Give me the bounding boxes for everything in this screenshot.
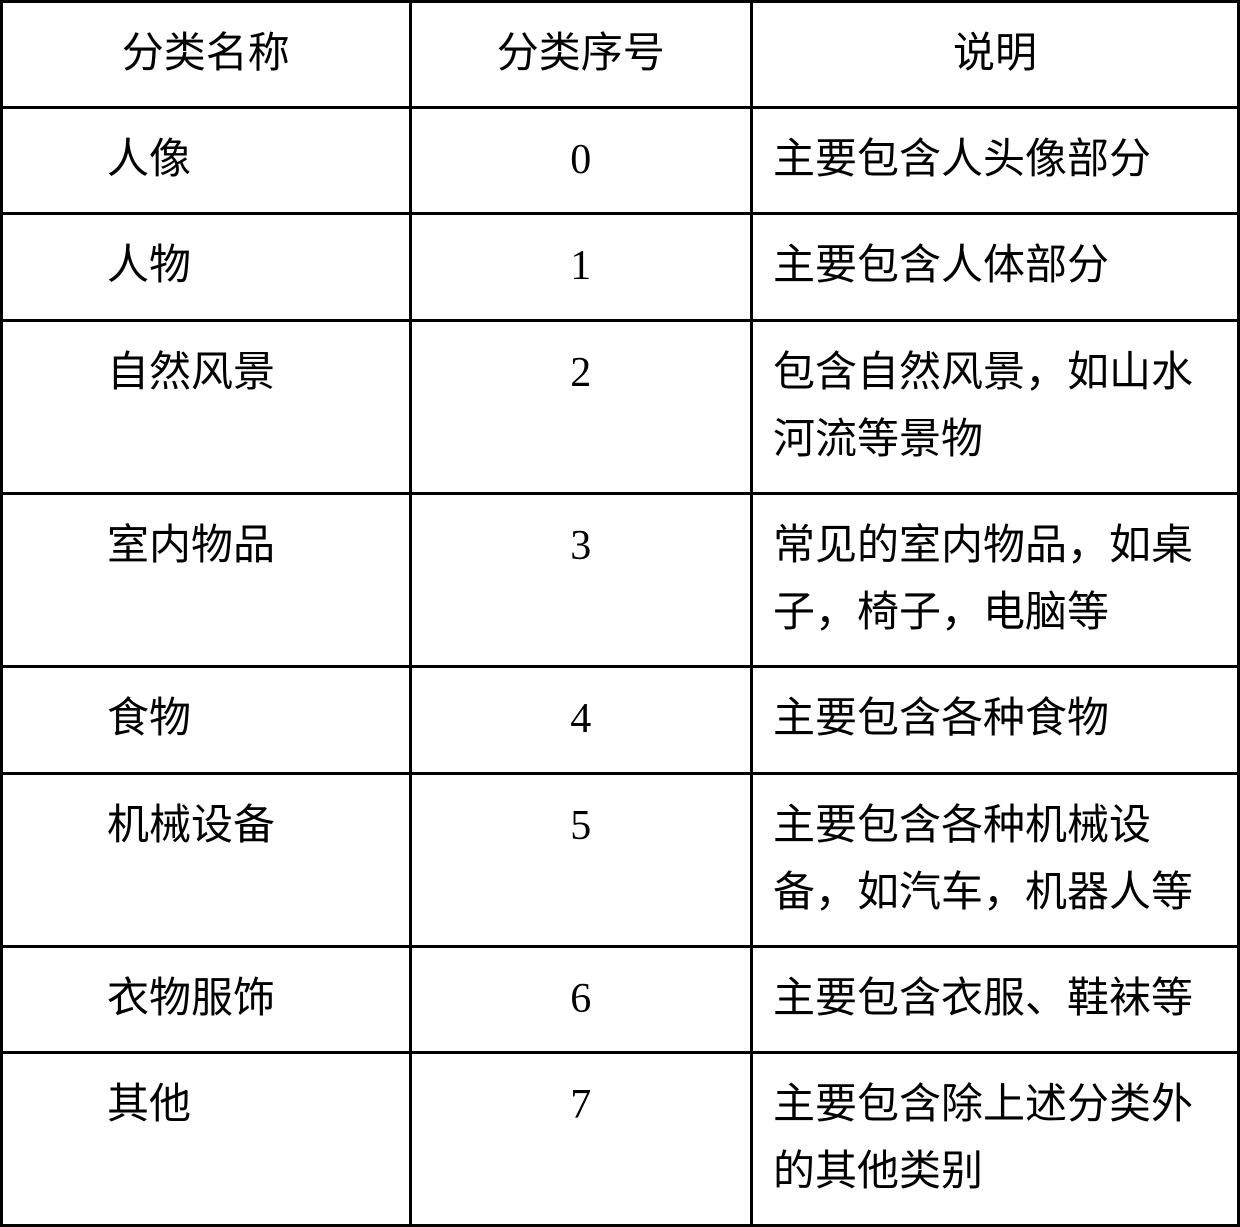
cell-category-name: 食物 xyxy=(2,667,411,773)
table-row: 食物 4 主要包含各种食物 xyxy=(2,667,1239,773)
header-category-name: 分类名称 xyxy=(2,2,411,108)
cell-description: 主要包含衣服、鞋袜等 xyxy=(751,946,1238,1052)
cell-category-name: 其他 xyxy=(2,1053,411,1226)
cell-description: 主要包含人头像部分 xyxy=(751,108,1238,214)
table-header-row: 分类名称 分类序号 说明 xyxy=(2,2,1239,108)
cell-description: 主要包含人体部分 xyxy=(751,214,1238,320)
table-row: 室内物品 3 常见的室内物品，如桌子，椅子，电脑等 xyxy=(2,493,1239,666)
header-category-number: 分类序号 xyxy=(410,2,751,108)
cell-category-name: 自然风景 xyxy=(2,320,411,493)
table-row: 自然风景 2 包含自然风景，如山水河流等景物 xyxy=(2,320,1239,493)
table-row: 人像 0 主要包含人头像部分 xyxy=(2,108,1239,214)
cell-category-name: 衣物服饰 xyxy=(2,946,411,1052)
cell-category-name: 人像 xyxy=(2,108,411,214)
table-row: 机械设备 5 主要包含各种机械设备，如汽车，机器人等 xyxy=(2,773,1239,946)
cell-description: 主要包含各种食物 xyxy=(751,667,1238,773)
cell-category-name: 室内物品 xyxy=(2,493,411,666)
cell-category-number: 4 xyxy=(410,667,751,773)
cell-category-name: 机械设备 xyxy=(2,773,411,946)
header-description: 说明 xyxy=(751,2,1238,108)
cell-category-number: 1 xyxy=(410,214,751,320)
cell-category-number: 5 xyxy=(410,773,751,946)
table-header: 分类名称 分类序号 说明 xyxy=(2,2,1239,108)
cell-category-number: 3 xyxy=(410,493,751,666)
cell-description: 主要包含除上述分类外的其他类别 xyxy=(751,1053,1238,1226)
cell-category-number: 2 xyxy=(410,320,751,493)
table-row: 人物 1 主要包含人体部分 xyxy=(2,214,1239,320)
cell-description: 包含自然风景，如山水河流等景物 xyxy=(751,320,1238,493)
cell-category-number: 6 xyxy=(410,946,751,1052)
table-row: 衣物服饰 6 主要包含衣服、鞋袜等 xyxy=(2,946,1239,1052)
cell-category-number: 0 xyxy=(410,108,751,214)
cell-category-name: 人物 xyxy=(2,214,411,320)
classification-table: 分类名称 分类序号 说明 人像 0 主要包含人头像部分 人物 1 主要包含人体部… xyxy=(0,0,1240,1227)
cell-category-number: 7 xyxy=(410,1053,751,1226)
classification-table-container: 分类名称 分类序号 说明 人像 0 主要包含人头像部分 人物 1 主要包含人体部… xyxy=(0,0,1240,1227)
cell-description: 常见的室内物品，如桌子，椅子，电脑等 xyxy=(751,493,1238,666)
cell-description: 主要包含各种机械设备，如汽车，机器人等 xyxy=(751,773,1238,946)
table-row: 其他 7 主要包含除上述分类外的其他类别 xyxy=(2,1053,1239,1226)
table-body: 人像 0 主要包含人头像部分 人物 1 主要包含人体部分 自然风景 2 包含自然… xyxy=(2,108,1239,1226)
